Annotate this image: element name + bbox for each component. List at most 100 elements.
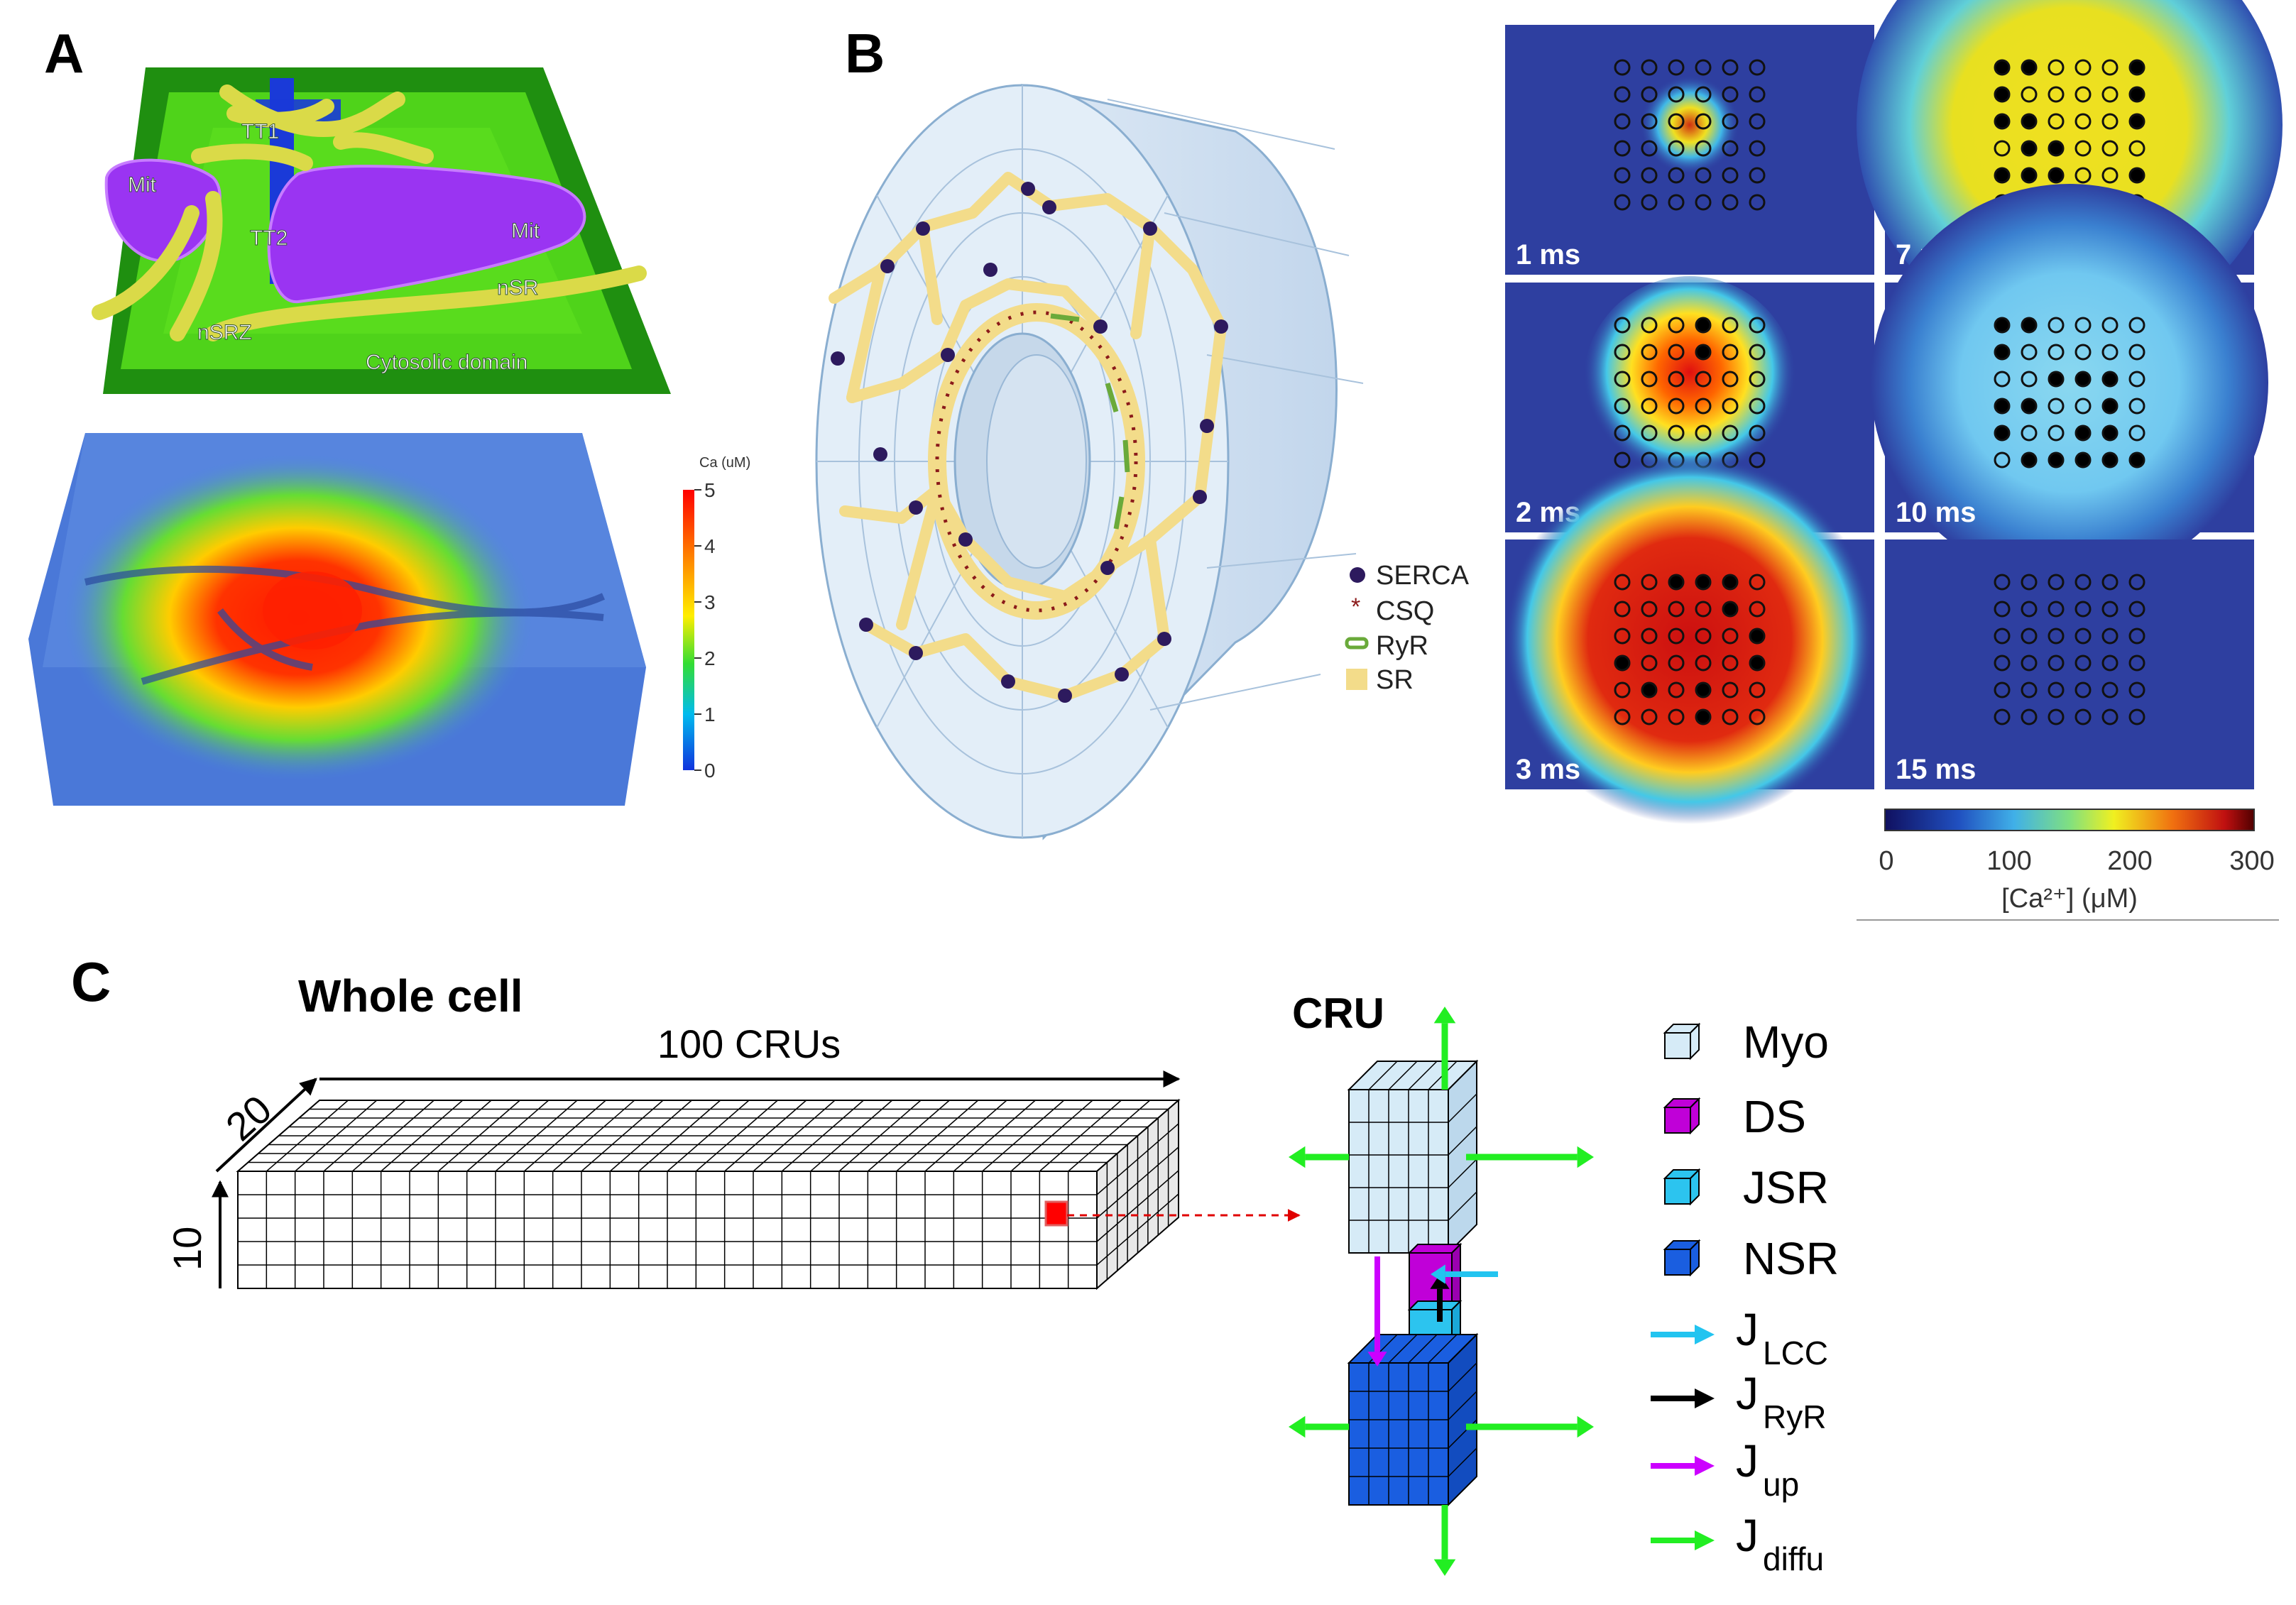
ryr-cluster-dot xyxy=(1722,194,1739,211)
flux-sub-label: RyR xyxy=(1763,1398,1826,1435)
ryr-cluster-dot xyxy=(2021,574,2038,591)
csq-legend-marker: * xyxy=(1351,593,1360,620)
flux-arrow-head xyxy=(1695,1325,1715,1344)
flux-sub-label: up xyxy=(1763,1466,1799,1503)
ryr-cluster-dot xyxy=(1994,424,2011,442)
ryr-cluster-dot xyxy=(1695,194,1712,211)
calcium-spark xyxy=(1583,276,1796,489)
ryr-cluster-dot xyxy=(1994,167,2011,184)
ryr-cluster-dot xyxy=(1641,140,1658,157)
ryr-cluster-dot xyxy=(1695,574,1712,591)
ryr-cluster-dot xyxy=(1641,167,1658,184)
ryr-cluster-dot xyxy=(1749,140,1766,157)
ryr-cluster-dot xyxy=(2128,167,2145,184)
ryr-cluster-dot xyxy=(1994,113,2011,130)
lcc-influx-arrow-head xyxy=(1431,1264,1445,1284)
ryr-cluster-dot xyxy=(2101,344,2119,361)
ryr-cluster-dot xyxy=(1722,371,1739,388)
ryr-cluster-dot xyxy=(2128,317,2145,334)
diffusion-arrow-up xyxy=(1433,1007,1456,1090)
ryr-cluster-dot xyxy=(1749,681,1766,699)
ryr-cluster-dot xyxy=(1749,628,1766,645)
ryr-cluster-dot xyxy=(1614,574,1631,591)
calcium-spark xyxy=(1871,184,2268,581)
ryr-cluster-dot xyxy=(2128,371,2145,388)
ryr-cluster-dot xyxy=(2128,681,2145,699)
cube-grid-line xyxy=(1448,1093,1477,1123)
ryr-cluster-dot xyxy=(1614,371,1631,388)
ryr-cluster-dot xyxy=(1668,424,1685,442)
ryr-cluster-dot xyxy=(1614,628,1631,645)
ryr-cluster-dot xyxy=(2074,344,2092,361)
ryr-cluster-dot xyxy=(2021,344,2038,361)
ryr-cluster-dot xyxy=(1994,344,2011,361)
diffusion-arrow-down xyxy=(1433,1505,1456,1576)
ryr-cluster-dot xyxy=(1641,317,1658,334)
legend-csq-label: CSQ xyxy=(1376,596,1434,626)
ryr-cluster-dot xyxy=(1641,424,1658,442)
ryr-cluster-dot xyxy=(1749,317,1766,334)
frame-time-label: 15 ms xyxy=(1896,754,1976,785)
ryr-cluster-dot xyxy=(1695,628,1712,645)
ryr-cluster-dot xyxy=(1749,451,1766,469)
ryr-cluster-dot xyxy=(2074,708,2092,725)
diffusion-arrow-right-bottom xyxy=(1466,1415,1594,1438)
ryr-cluster-dot xyxy=(2048,628,2065,645)
ryr-cluster-dot xyxy=(1641,654,1658,672)
lcc-influx-arrow xyxy=(1431,1264,1498,1284)
panel-a-top-render: TT1 Mit TT2 Mit nSR nSRZ Cytosolic domai… xyxy=(92,67,671,394)
panel-b-colorbar: 0 100 200 300 [Ca²⁺] (μM) xyxy=(1857,809,2279,921)
ryr-cluster-dot xyxy=(2101,317,2119,334)
ryr-cluster-dot xyxy=(1668,113,1685,130)
colorbar-gradient xyxy=(683,490,694,770)
whole-cell-grid xyxy=(236,1098,1301,1291)
diffusion-arrow-down-head xyxy=(1433,1559,1456,1576)
ryr-cluster-dot xyxy=(2074,59,2092,76)
ryr-cluster-dot xyxy=(2074,681,2092,699)
ryr-cluster-dot xyxy=(2128,424,2145,442)
ryr-cluster-dot xyxy=(1641,194,1658,211)
cube-grid-line xyxy=(1448,1391,1477,1420)
panel-b-letter: B xyxy=(845,22,885,84)
ryr-cluster-dot xyxy=(1994,140,2011,157)
ryr-cluster-dot xyxy=(2021,424,2038,442)
ryr-cluster-dot xyxy=(2128,398,2145,415)
ryr-cluster-dot xyxy=(2021,59,2038,76)
ryr-cluster-dot xyxy=(1749,59,1766,76)
ryr-cluster-dot xyxy=(1614,59,1631,76)
ryr-cluster-dot xyxy=(1641,398,1658,415)
flux-arrow-head xyxy=(1695,1388,1715,1408)
ryr-cluster-dot xyxy=(1668,194,1685,211)
cube-grid-line xyxy=(1448,1126,1477,1156)
ryr-cluster-dot xyxy=(1994,601,2011,618)
ryr-cluster-dot xyxy=(1614,451,1631,469)
ryr-cluster-dot xyxy=(1695,601,1712,618)
ryr-cluster-dot xyxy=(2128,59,2145,76)
ryr-cluster-dot xyxy=(2074,451,2092,469)
ryr-cluster-dot xyxy=(2128,86,2145,103)
ryr-cluster-dot xyxy=(1641,113,1658,130)
b-colorbar-tick-label: 0 xyxy=(1879,846,1893,876)
ryr-cluster-dot xyxy=(2128,140,2145,157)
legend-flux-lcc: J LCC xyxy=(1651,1304,1828,1371)
ryr-cluster-dot xyxy=(2074,628,2092,645)
label-mit-left: Mit xyxy=(128,173,157,197)
ryr-cluster-dot xyxy=(1614,601,1631,618)
sr-legend-marker xyxy=(1346,669,1367,690)
panel-a: A TT1 Mit T xyxy=(28,22,750,806)
diffusion-arrow-left-top-head xyxy=(1289,1146,1306,1168)
ryr-cluster-dot xyxy=(1722,628,1739,645)
ryr-cluster-dot xyxy=(1668,86,1685,103)
ryr-cluster-dot xyxy=(2048,59,2065,76)
ryr-cluster-dot xyxy=(2021,601,2038,618)
ryr-cluster-dot xyxy=(1749,371,1766,388)
ryr-cluster-dot xyxy=(1994,681,2011,699)
diffusion-arrow-right-bottom-head xyxy=(1577,1415,1594,1438)
ryr-cluster-dot xyxy=(1695,654,1712,672)
legend-box-label: NSR xyxy=(1743,1233,1839,1284)
cube-grid-line xyxy=(1388,1061,1418,1090)
cube-grid-line xyxy=(1368,1061,1398,1090)
ryr-cluster-dot xyxy=(2048,708,2065,725)
